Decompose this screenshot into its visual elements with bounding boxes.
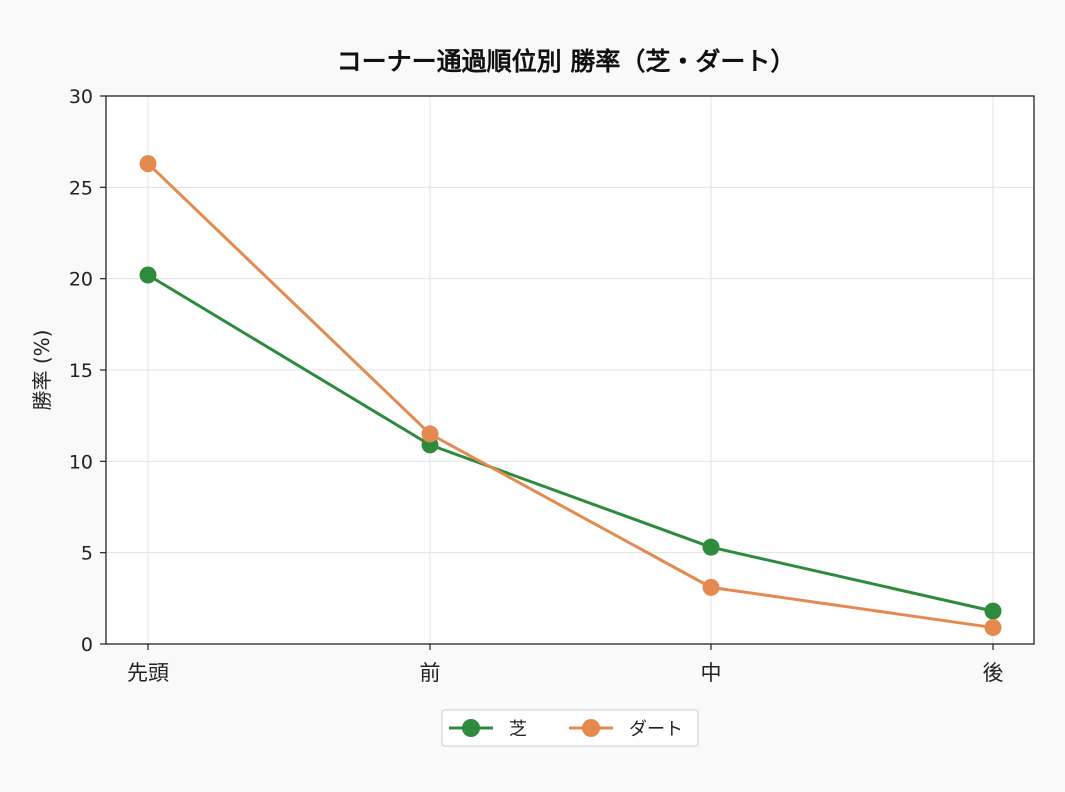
legend-swatch-marker-dirt [582,719,600,737]
y-tick-label: 0 [81,634,93,656]
x-tick-label: 中 [701,661,722,685]
legend-label-dirt: ダート [629,719,683,740]
data-point-0-3 [984,602,1002,620]
legend-label-turf: 芝 [509,719,527,740]
x-tick-label: 前 [420,661,441,685]
data-point-1-0 [139,155,157,173]
series-line-0 [146,273,995,613]
y-tick-label: 5 [81,543,93,565]
x-tick-label: 後 [983,661,1004,685]
y-tick-label: 20 [69,269,93,291]
data-point-0-0 [139,266,157,284]
chart-title: コーナー通過順位別 勝率（芝・ダート） [337,47,796,76]
x-tick-label: 先頭 [127,661,169,685]
y-tick-label: 10 [69,451,93,473]
series-line-1 [146,162,995,630]
y-tick-label: 15 [69,360,93,382]
series-lines [139,155,1002,637]
legend-swatch-marker-turf [462,719,480,737]
x-axis-ticks: 先頭 前 中 後 [127,644,1004,685]
y-tick-label: 25 [69,177,93,199]
y-axis-label: 勝率 (%) [30,330,54,411]
data-point-0-2 [702,538,720,556]
data-point-1-2 [702,578,720,596]
legend: 芝 ダート [441,709,699,747]
y-tick-label: 30 [69,86,93,108]
y-axis-ticks: 0 5 10 15 20 25 30 [69,86,106,656]
data-point-1-1 [421,425,439,443]
data-point-1-3 [984,619,1002,637]
